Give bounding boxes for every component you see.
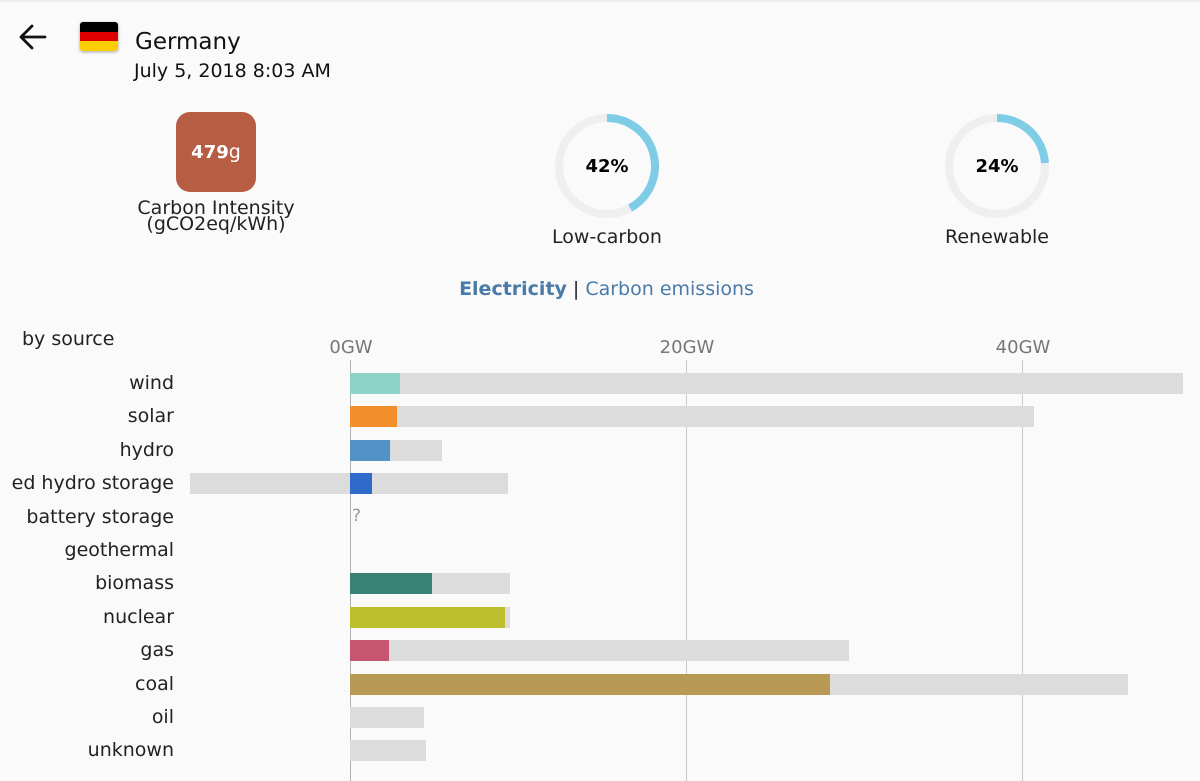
row-label-unknown: unknown — [87, 739, 174, 762]
tab-carbon-emissions[interactable]: Carbon emissions — [585, 278, 754, 300]
axis-tick-label: 20GW — [659, 337, 715, 358]
arrow-left-icon — [19, 24, 47, 50]
row-label-pumped-hydro-storage: ed hydro storage — [11, 472, 174, 495]
chart-title: by source — [22, 328, 115, 350]
row-label-hydro: hydro — [119, 438, 174, 461]
gridline-40GW — [1022, 360, 1023, 781]
axis-tick-label: 40GW — [995, 337, 1051, 358]
germany-flag-icon — [80, 22, 118, 51]
axis-tick-label: 0GW — [329, 337, 373, 358]
row-label-coal: coal — [135, 672, 174, 695]
flag-stripe-0 — [80, 22, 118, 32]
row-biomass[interactable] — [0, 567, 1200, 600]
carbon-intensity-label-line2: (gCO2eq/kWh) — [146, 213, 286, 235]
gridline-20GW — [686, 360, 687, 781]
flag-stripe-2 — [80, 41, 118, 51]
row-label-battery-storage: battery storage — [26, 505, 174, 528]
carbon-intensity-label: Carbon Intensity (gCO2eq/kWh) — [116, 197, 316, 235]
renewable-gauge: 24% — [943, 112, 1051, 220]
back-button[interactable] — [16, 20, 50, 54]
row-label-nuclear: nuclear — [103, 605, 174, 628]
capacity-bar-pumped-hydro-storage — [190, 473, 508, 495]
renewable-gauge-arc — [996, 114, 1049, 164]
renewable-label: Renewable — [945, 226, 1049, 248]
zone-name: Germany — [135, 29, 241, 55]
production-bar-gas — [350, 640, 389, 662]
unknown-value-battery-storage: ? — [352, 505, 362, 526]
capacity-bar-oil — [350, 707, 424, 728]
zone-datetime: July 5, 2018 8:03 AM — [134, 60, 331, 82]
row-label-biomass: biomass — [95, 572, 174, 595]
production-bar-biomass — [350, 573, 433, 595]
row-label-oil: oil — [151, 706, 174, 728]
low-carbon-label: Low-carbon — [552, 226, 662, 248]
low-carbon-gauge: 42% — [553, 112, 661, 220]
low-carbon-gauge-arc — [606, 114, 659, 212]
carbon-intensity-badge: 479 g — [176, 112, 256, 192]
production-bar-nuclear — [350, 606, 505, 628]
tab-electricity[interactable]: Electricity — [459, 278, 567, 300]
tab-separator: | — [572, 278, 580, 300]
production-bar-pumped-hydro-storage — [350, 473, 372, 495]
production-bar-hydro — [350, 439, 391, 461]
carbon-intensity-unit: g — [228, 141, 241, 163]
capacity-bar-solar — [350, 406, 1034, 428]
carbon-intensity-value: 479 — [191, 141, 229, 163]
renewable-value: 24% — [975, 155, 1019, 177]
capacity-bar-unknown — [350, 740, 426, 762]
row-pumped-hydro-storage[interactable] — [0, 467, 1200, 500]
flag-stripe-1 — [80, 31, 118, 42]
row-oil[interactable] — [0, 701, 1200, 734]
row-label-geothermal: geothermal — [64, 539, 174, 561]
row-geothermal[interactable] — [0, 534, 1200, 567]
top-shadow — [0, 0, 1200, 3]
low-carbon-gauge-ring — [555, 114, 659, 218]
row-label-wind: wind — [129, 372, 174, 394]
capacity-bar-wind — [350, 373, 1184, 394]
row-label-gas: gas — [140, 639, 174, 662]
row-battery-storage[interactable] — [0, 501, 1200, 534]
renewable-gauge-ring — [945, 114, 1049, 218]
row-hydro[interactable] — [0, 434, 1200, 467]
row-unknown[interactable] — [0, 734, 1200, 767]
carbon-intensity-label-line1: Carbon Intensity — [137, 197, 295, 219]
production-bar-wind — [350, 373, 401, 394]
view-tabs: Electricity | Carbon emissions — [0, 278, 1200, 300]
low-carbon-value: 42% — [585, 155, 629, 177]
row-nuclear[interactable] — [0, 601, 1200, 634]
capacity-bar-gas — [350, 640, 849, 662]
row-label-solar: solar — [127, 405, 174, 428]
production-bar-solar — [350, 406, 398, 428]
production-bar-coal — [350, 673, 831, 695]
gridline-0GW — [350, 360, 351, 781]
